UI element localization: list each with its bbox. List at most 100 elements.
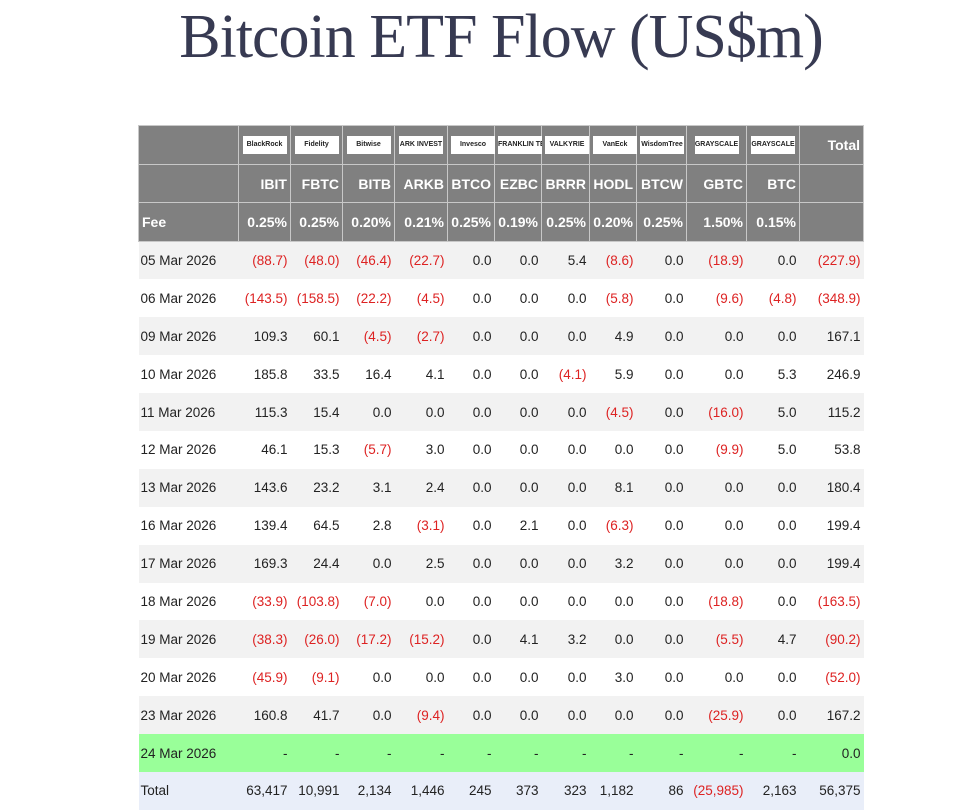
flow-cell: (7.0) (363, 594, 392, 610)
flow-cell: 0.0 (777, 328, 797, 344)
flow-cell: 5.0 (777, 404, 797, 420)
row-total-cell: 199.4 (826, 556, 861, 572)
flow-cell: (4.8) (768, 290, 797, 306)
table-row: 24 Mar 2026 - - - - - - - - - - - 0.0 (138, 734, 864, 773)
flow-cell: 0.0 (777, 518, 797, 534)
date-cell: 13 Mar 2026 (140, 480, 217, 496)
flow-cell: (18.8) (708, 594, 744, 610)
date-cell: 19 Mar 2026 (140, 631, 217, 647)
issuer-logo: GRAYSCALE (694, 135, 739, 154)
flow-cell: 0.0 (664, 480, 684, 496)
flow-cell: 0.0 (472, 366, 492, 382)
flow-cell: (45.9) (252, 669, 288, 685)
total-cell: 1,446 (410, 783, 445, 799)
flow-cell: 0.0 (777, 669, 797, 685)
issuer-logo-cell: VALKYRIE (541, 125, 590, 165)
issuer-logo: BlackRock (242, 135, 287, 154)
flow-cell: 0.0 (519, 366, 539, 382)
flow-cell: - (283, 745, 288, 761)
flow-cell: 0.0 (567, 404, 587, 420)
flow-cell: - (739, 745, 744, 761)
ticker-header: BRRR (541, 163, 590, 204)
row-total-cell: (163.5) (817, 594, 861, 610)
flow-cell: 0.0 (472, 328, 492, 344)
flow-cell: 0.0 (519, 480, 539, 496)
flow-cell: (17.2) (356, 631, 392, 647)
issuer-logo-cell: FRANKLIN TEMPLETON (494, 125, 542, 165)
flow-cell: 3.1 (372, 480, 392, 496)
table-row: 11 Mar 2026 115.3 15.4 0.0 0.0 0.0 0.0 0.0 (4.5)… (138, 393, 864, 432)
flow-cell: 15.4 (313, 404, 340, 420)
fee-value: 0.21% (394, 202, 448, 243)
flow-cell: (4.5) (416, 290, 445, 306)
total-cell: 245 (468, 783, 492, 799)
flow-cell: 0.0 (472, 404, 492, 420)
flow-cell: 0.0 (472, 518, 492, 534)
flow-cell: 0.0 (472, 253, 492, 269)
date-cell: 12 Mar 2026 (140, 442, 217, 458)
date-cell: 09 Mar 2026 (140, 328, 217, 344)
flow-cell: (8.6) (605, 253, 634, 269)
issuer-logo: Bitwise (346, 135, 391, 154)
flow-cell: 0.0 (664, 366, 684, 382)
header-blank (799, 202, 864, 243)
flow-cell: 0.0 (519, 290, 539, 306)
flow-cell: - (679, 745, 684, 761)
flow-cell: 2.8 (372, 518, 392, 534)
flow-cell: 5.9 (614, 366, 634, 382)
ticker-header: ARKB (394, 163, 448, 204)
flow-cell: 5.0 (777, 442, 797, 458)
issuer-logo: FRANKLIN TEMPLETON (498, 135, 542, 154)
flow-cell: (22.7) (409, 253, 445, 269)
flow-cell: 169.3 (253, 556, 288, 572)
ticker-header: BTC (746, 163, 800, 204)
issuer-logo: WisdomTree (640, 135, 684, 154)
table-row: 18 Mar 2026 (33.9) (103.8) (7.0) 0.0 0.0 0.0 0.… (138, 582, 864, 621)
flow-cell: 0.0 (472, 290, 492, 306)
flow-cell: (18.9) (708, 253, 744, 269)
flow-cell: 0.0 (664, 328, 684, 344)
flow-cell: 0.0 (472, 480, 492, 496)
flow-cell: (5.5) (715, 631, 744, 647)
issuer-logo-cell: Bitwise (342, 125, 395, 165)
row-total-cell: 53.8 (834, 442, 861, 458)
issuer-logo-row: BlackRock Fidelity Bitwise ARK INVEST Invesc… (138, 125, 864, 165)
ticker-header: HODL (589, 163, 637, 204)
flow-cell: 0.0 (664, 404, 684, 420)
row-total-cell: 0.0 (841, 745, 861, 761)
flow-cell: 4.1 (425, 366, 445, 382)
flow-cell: 0.0 (664, 253, 684, 269)
date-cell: 11 Mar 2026 (140, 404, 216, 420)
flow-cell: (158.5) (296, 290, 340, 306)
flow-cell: 0.0 (567, 328, 587, 344)
flow-cell: 185.8 (253, 366, 288, 382)
ticker-row: IBIT FBTC BITB ARKB BTCO EZBC BRRR HODL BTCW GBTC… (138, 163, 864, 204)
flow-cell: 0.0 (472, 594, 492, 610)
fee-value: 0.25% (290, 202, 343, 243)
flow-cell: 0.0 (664, 707, 684, 723)
fee-value: 0.20% (342, 202, 395, 243)
table-row: 13 Mar 2026 143.6 23.2 3.1 2.4 0.0 0.0 0.0 8.1 0.… (138, 468, 864, 507)
issuer-logo-cell: WisdomTree (636, 125, 687, 165)
date-cell: 10 Mar 2026 (140, 366, 217, 382)
flow-cell: 4.1 (519, 631, 539, 647)
flow-cell: 0.0 (664, 442, 684, 458)
date-cell: 05 Mar 2026 (140, 253, 217, 269)
issuer-logo-cell: VanEck (589, 125, 637, 165)
ticker-header: FBTC (290, 163, 343, 204)
issuer-logo: Invesco (451, 135, 495, 154)
flow-cell: - (487, 745, 492, 761)
flow-cell: 109.3 (253, 328, 288, 344)
flow-cell: 0.0 (372, 404, 392, 420)
flow-cell: (2.7) (416, 328, 445, 344)
flow-cell: 0.0 (519, 594, 539, 610)
flow-cell: 41.7 (313, 707, 340, 723)
date-cell: 24 Mar 2026 (140, 745, 217, 761)
flow-cell: (15.2) (409, 631, 445, 647)
flow-cell: 0.0 (614, 594, 634, 610)
ticker-header: GBTC (686, 163, 747, 204)
date-cell: 17 Mar 2026 (140, 556, 217, 572)
flow-cell: 8.1 (614, 480, 634, 496)
fee-value: 0.25% (636, 202, 687, 243)
flow-cell: 160.8 (253, 707, 288, 723)
